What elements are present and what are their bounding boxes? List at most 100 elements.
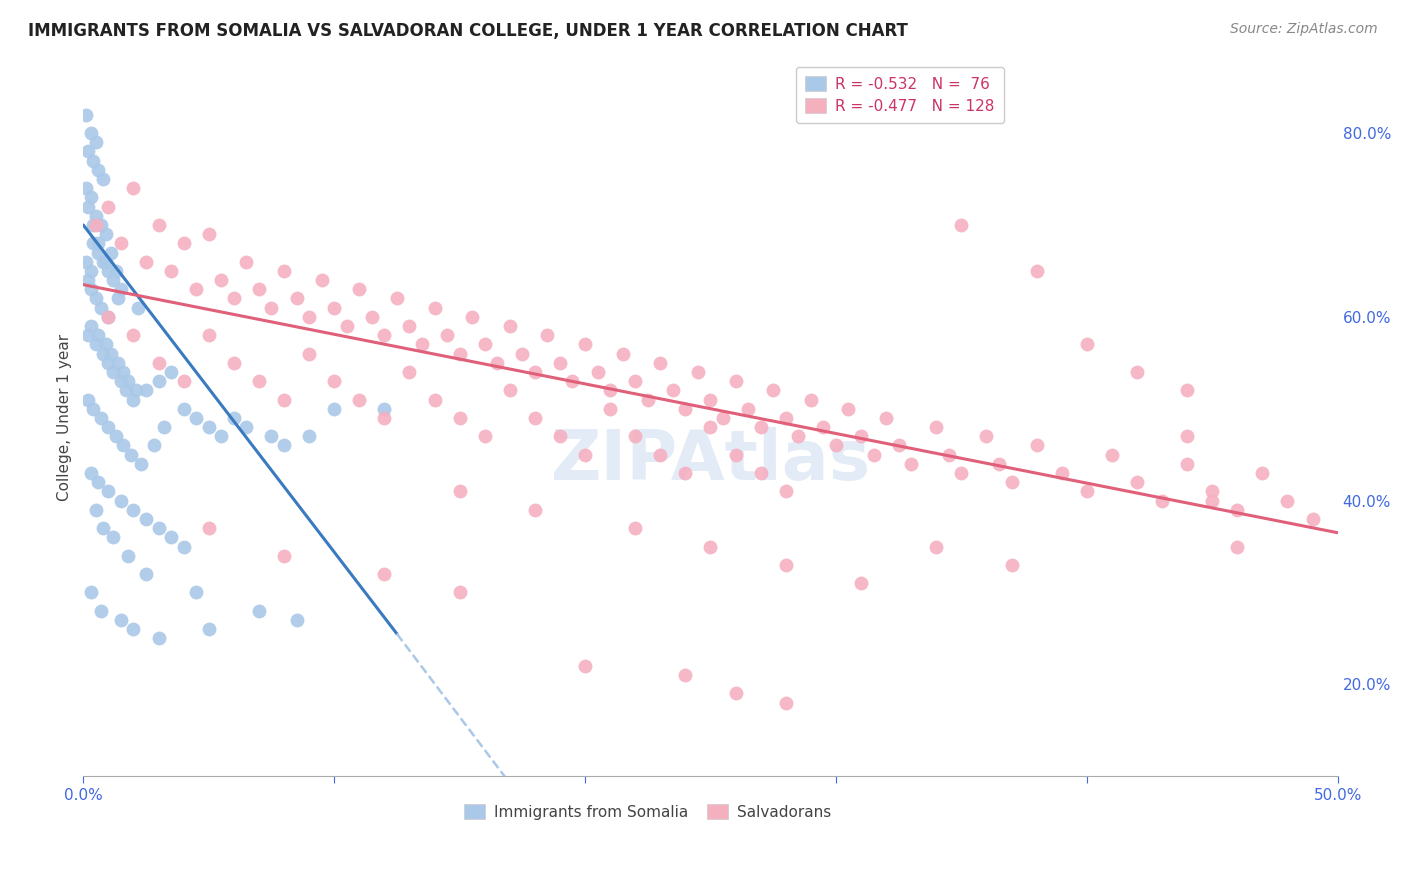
- Point: [273, 264, 295, 278]
- Point: [385, 292, 408, 306]
- Point: [1302, 512, 1324, 526]
- Point: [523, 365, 546, 379]
- Point: [100, 245, 122, 260]
- Point: [122, 181, 145, 195]
- Point: [222, 410, 245, 425]
- Point: [749, 466, 772, 480]
- Point: [135, 254, 157, 268]
- Point: [82, 401, 104, 416]
- Point: [90, 604, 112, 618]
- Point: [925, 540, 948, 554]
- Point: [90, 410, 112, 425]
- Point: [110, 282, 132, 296]
- Point: [373, 567, 395, 582]
- Point: [536, 328, 558, 343]
- Point: [724, 374, 747, 388]
- Point: [160, 264, 183, 278]
- Point: [862, 448, 884, 462]
- Point: [142, 438, 165, 452]
- Point: [323, 374, 346, 388]
- Point: [360, 310, 382, 324]
- Point: [247, 374, 270, 388]
- Point: [148, 374, 170, 388]
- Point: [148, 218, 170, 232]
- Point: [152, 420, 174, 434]
- Point: [135, 384, 157, 398]
- Point: [148, 521, 170, 535]
- Point: [110, 493, 132, 508]
- Point: [110, 374, 132, 388]
- Point: [209, 273, 232, 287]
- Point: [976, 429, 998, 443]
- Point: [510, 346, 533, 360]
- Point: [449, 585, 471, 599]
- Point: [1000, 475, 1022, 490]
- Point: [135, 512, 157, 526]
- Point: [349, 392, 371, 407]
- Point: [398, 318, 420, 333]
- Point: [1025, 264, 1047, 278]
- Point: [160, 365, 183, 379]
- Point: [75, 108, 97, 122]
- Point: [80, 264, 103, 278]
- Point: [1126, 475, 1149, 490]
- Point: [173, 540, 195, 554]
- Point: [298, 429, 321, 443]
- Point: [938, 448, 960, 462]
- Point: [825, 438, 848, 452]
- Point: [1251, 466, 1274, 480]
- Point: [129, 457, 152, 471]
- Point: [273, 392, 295, 407]
- Point: [1150, 493, 1173, 508]
- Point: [523, 410, 546, 425]
- Point: [787, 429, 810, 443]
- Y-axis label: College, Under 1 year: College, Under 1 year: [58, 334, 72, 501]
- Point: [624, 521, 647, 535]
- Point: [97, 264, 120, 278]
- Point: [84, 502, 107, 516]
- Point: [222, 292, 245, 306]
- Point: [112, 438, 135, 452]
- Point: [80, 126, 103, 140]
- Point: [775, 410, 797, 425]
- Point: [77, 145, 100, 159]
- Point: [197, 622, 219, 636]
- Point: [122, 502, 145, 516]
- Point: [148, 632, 170, 646]
- Point: [127, 301, 149, 315]
- Point: [1201, 484, 1223, 499]
- Point: [285, 613, 308, 627]
- Point: [80, 585, 103, 599]
- Point: [186, 410, 208, 425]
- Point: [837, 401, 859, 416]
- Point: [449, 410, 471, 425]
- Point: [499, 384, 522, 398]
- Point: [110, 236, 132, 251]
- Point: [117, 374, 139, 388]
- Point: [724, 448, 747, 462]
- Point: [80, 318, 103, 333]
- Point: [87, 245, 110, 260]
- Point: [1226, 540, 1249, 554]
- Point: [612, 346, 634, 360]
- Point: [1201, 493, 1223, 508]
- Point: [673, 668, 696, 682]
- Point: [1175, 457, 1198, 471]
- Point: [737, 401, 759, 416]
- Point: [90, 301, 112, 315]
- Point: [84, 292, 107, 306]
- Point: [107, 292, 129, 306]
- Point: [650, 448, 672, 462]
- Point: [103, 273, 125, 287]
- Point: [1050, 466, 1073, 480]
- Point: [298, 346, 321, 360]
- Point: [624, 429, 647, 443]
- Point: [637, 392, 659, 407]
- Point: [82, 218, 104, 232]
- Point: [1025, 438, 1047, 452]
- Point: [110, 613, 132, 627]
- Point: [80, 282, 103, 296]
- Point: [97, 310, 120, 324]
- Point: [84, 337, 107, 351]
- Text: ZIPAtlas: ZIPAtlas: [550, 427, 870, 494]
